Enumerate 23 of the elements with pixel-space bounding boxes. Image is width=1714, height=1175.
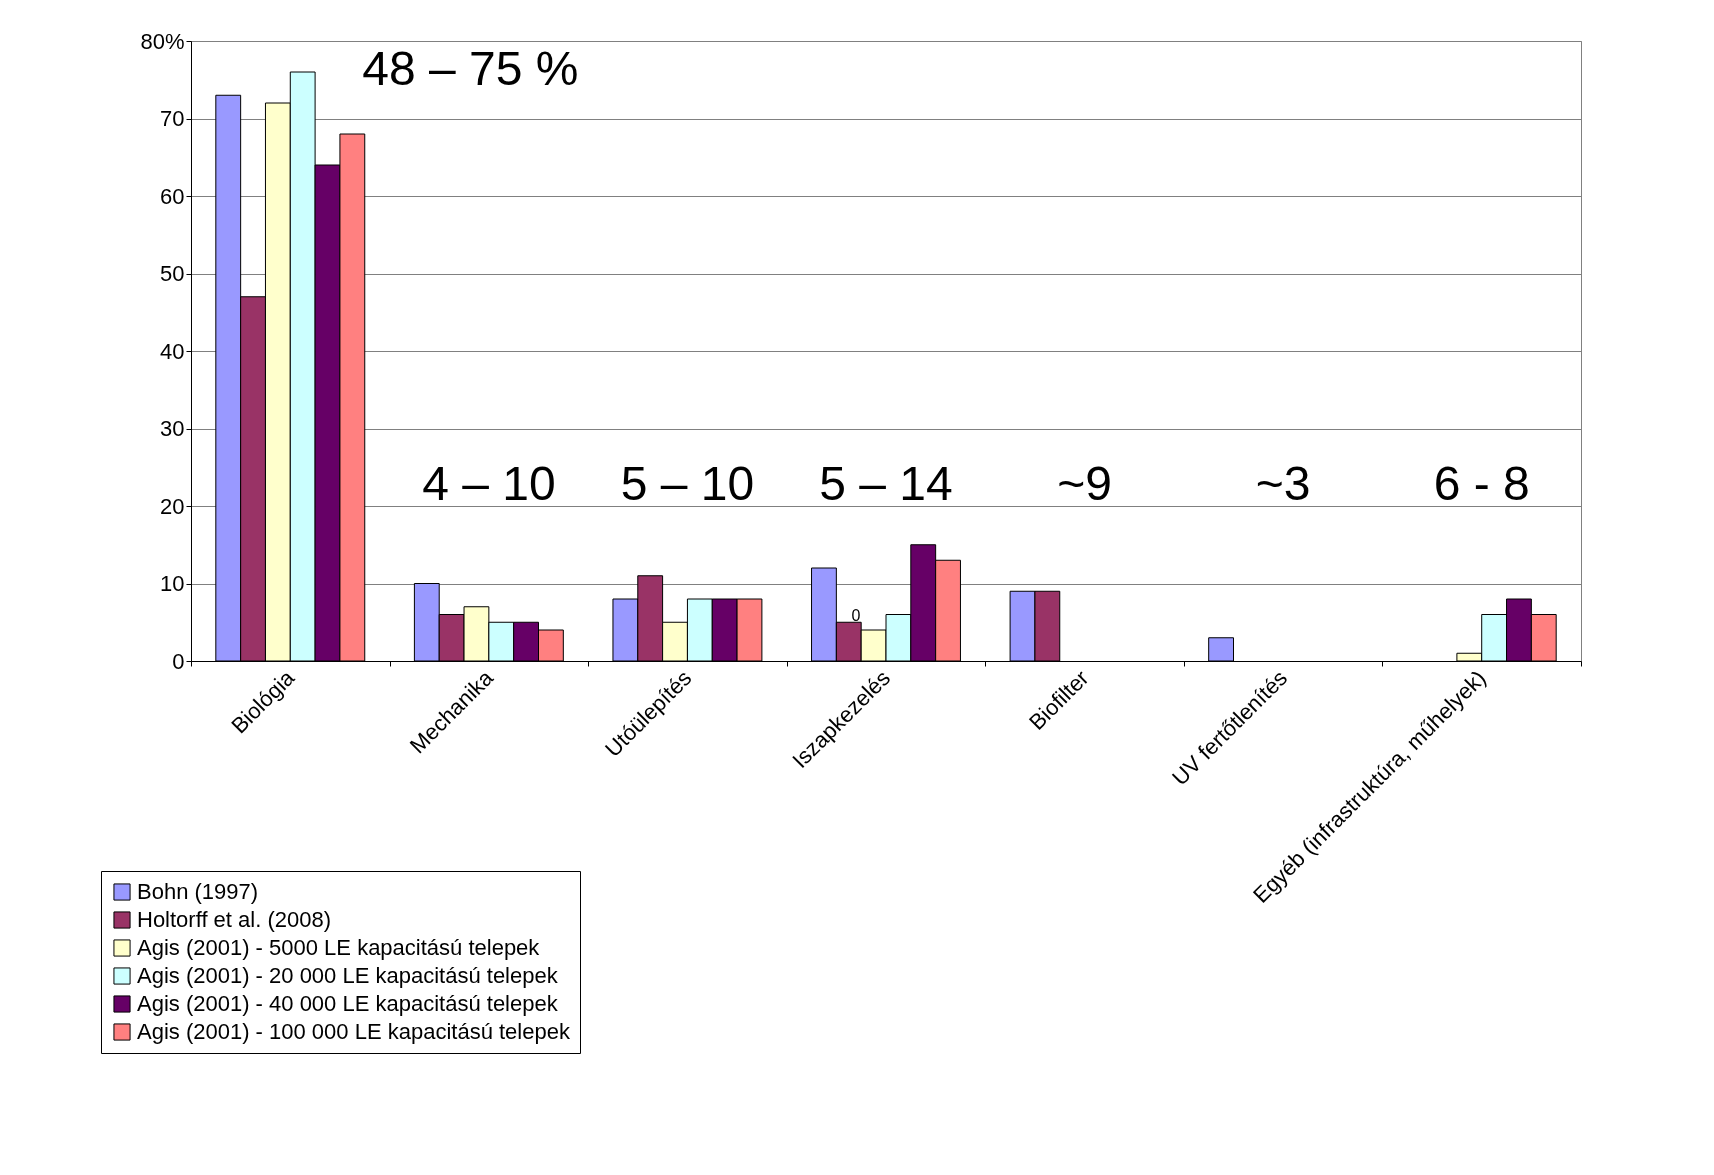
legend-label: Bohn (1997) — [137, 879, 259, 904]
y-tick-label: 10 — [160, 571, 185, 596]
legend-label: Agis (2001) - 20 000 LE kapacitású telepek — [137, 963, 559, 988]
legend-label: Agis (2001) - 40 000 LE kapacitású telepek — [137, 991, 559, 1016]
y-tick-label: 80% — [140, 28, 185, 54]
legend-label: Agis (2001) - 5000 LE kapacitású telepek — [137, 935, 541, 960]
y-tick-label: 50 — [160, 261, 185, 286]
legend-label: Agis (2001) - 100 000 LE kapacitású telepek — [137, 1019, 571, 1044]
y-tick-label: 30 — [160, 416, 185, 441]
annotation: 4 – 10 — [422, 457, 556, 510]
legend-label: Holtorff et al. (2008) — [137, 907, 332, 932]
y-tick-label: 40 — [160, 338, 185, 364]
annotation: 5 – 14 — [819, 457, 953, 510]
annotation: 6 - 8 — [1433, 457, 1530, 510]
annotation: 48 – 75 % — [362, 42, 579, 95]
y-tick-label: 60 — [160, 183, 185, 209]
annotation: 0 — [851, 607, 861, 624]
annotation: ~9 — [1057, 457, 1112, 510]
y-tick-label: 70 — [160, 106, 185, 131]
y-tick-label: 20 — [160, 493, 185, 519]
y-tick-label: 0 — [172, 648, 185, 674]
annotation: 5 – 10 — [620, 457, 755, 510]
annotation: ~3 — [1255, 457, 1311, 510]
